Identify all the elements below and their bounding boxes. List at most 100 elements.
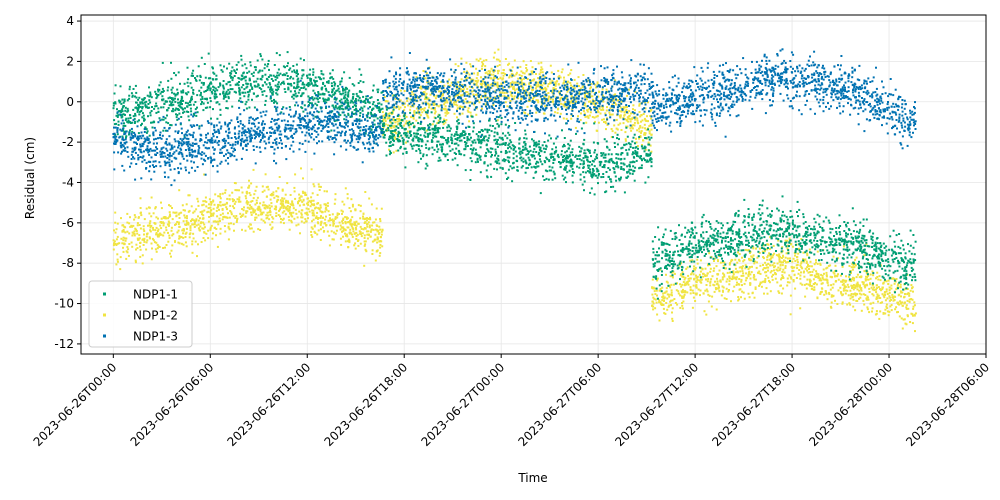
- data-point: [603, 121, 605, 123]
- data-point: [897, 294, 900, 297]
- data-point: [193, 112, 195, 115]
- data-point: [335, 98, 338, 101]
- data-point: [187, 222, 190, 225]
- data-point: [399, 145, 402, 148]
- data-point: [509, 165, 512, 168]
- data-point: [475, 58, 478, 61]
- data-point: [693, 278, 696, 281]
- data-point: [605, 140, 608, 143]
- data-point: [791, 260, 794, 263]
- data-point: [786, 244, 789, 247]
- data-point: [279, 221, 282, 224]
- data-point: [199, 74, 202, 77]
- data-point: [380, 91, 383, 94]
- data-point: [753, 275, 756, 278]
- data-point: [355, 231, 358, 234]
- data-point: [194, 101, 197, 103]
- data-point: [319, 77, 322, 80]
- data-point: [528, 163, 530, 166]
- data-point: [357, 244, 360, 247]
- data-point: [264, 173, 267, 176]
- data-point: [718, 269, 721, 272]
- data-point: [119, 268, 122, 271]
- data-point: [841, 265, 844, 268]
- data-point: [199, 94, 202, 97]
- data-point: [879, 279, 882, 282]
- data-point: [310, 82, 313, 85]
- data-point: [893, 278, 896, 280]
- data-point: [243, 95, 246, 98]
- data-point: [582, 122, 585, 125]
- data-point: [735, 284, 738, 286]
- data-point: [597, 174, 600, 177]
- data-point: [207, 229, 210, 232]
- data-point: [866, 276, 869, 279]
- data-point: [825, 271, 828, 274]
- data-point: [371, 224, 374, 227]
- data-point: [531, 89, 534, 91]
- data-point: [696, 278, 699, 281]
- data-point: [150, 242, 153, 245]
- data-point: [767, 243, 770, 246]
- data-point: [656, 279, 659, 282]
- data-point: [538, 80, 541, 83]
- data-point: [824, 278, 827, 281]
- data-point: [277, 74, 280, 77]
- data-point: [411, 103, 414, 106]
- data-point: [240, 58, 243, 61]
- data-point: [250, 211, 252, 214]
- data-point: [635, 159, 638, 162]
- data-point: [241, 75, 244, 78]
- data-point: [282, 203, 285, 206]
- data-point: [639, 156, 642, 159]
- data-point: [782, 255, 785, 258]
- data-point: [653, 290, 656, 293]
- data-point: [474, 141, 477, 144]
- data-point: [593, 116, 596, 119]
- data-point: [286, 200, 289, 203]
- data-point: [689, 292, 692, 295]
- data-point: [784, 239, 787, 242]
- data-point: [155, 102, 158, 105]
- data-point: [294, 197, 297, 200]
- data-point: [568, 103, 571, 106]
- data-point: [389, 150, 392, 153]
- data-point: [171, 101, 174, 104]
- data-point: [222, 97, 225, 100]
- data-point: [120, 102, 123, 105]
- data-point: [171, 244, 174, 247]
- data-point: [129, 225, 132, 228]
- data-point: [380, 128, 383, 131]
- data-point: [618, 109, 621, 112]
- data-point: [912, 305, 915, 308]
- data-point: [642, 139, 644, 142]
- data-point: [647, 176, 650, 179]
- data-point: [390, 112, 393, 115]
- data-point: [255, 202, 258, 204]
- data-point: [380, 120, 383, 123]
- data-point: [681, 297, 684, 299]
- data-point: [741, 265, 744, 268]
- data-point: [406, 140, 409, 143]
- data-point: [251, 200, 254, 202]
- data-point: [170, 88, 173, 91]
- data-point: [829, 264, 832, 267]
- data-point: [656, 294, 658, 297]
- data-point: [420, 85, 422, 88]
- data-point: [278, 209, 280, 212]
- data-point: [156, 243, 159, 246]
- data-point: [887, 314, 890, 317]
- data-point: [392, 125, 395, 128]
- data-point: [351, 235, 354, 238]
- data-point: [734, 271, 737, 274]
- data-point: [768, 258, 771, 261]
- data-point: [212, 212, 215, 215]
- data-point: [586, 98, 588, 101]
- data-point: [215, 220, 218, 223]
- data-point: [351, 233, 353, 236]
- data-point: [126, 251, 129, 254]
- data-point: [374, 259, 377, 262]
- data-point: [738, 278, 741, 280]
- data-point: [652, 286, 655, 289]
- data-point: [397, 127, 400, 129]
